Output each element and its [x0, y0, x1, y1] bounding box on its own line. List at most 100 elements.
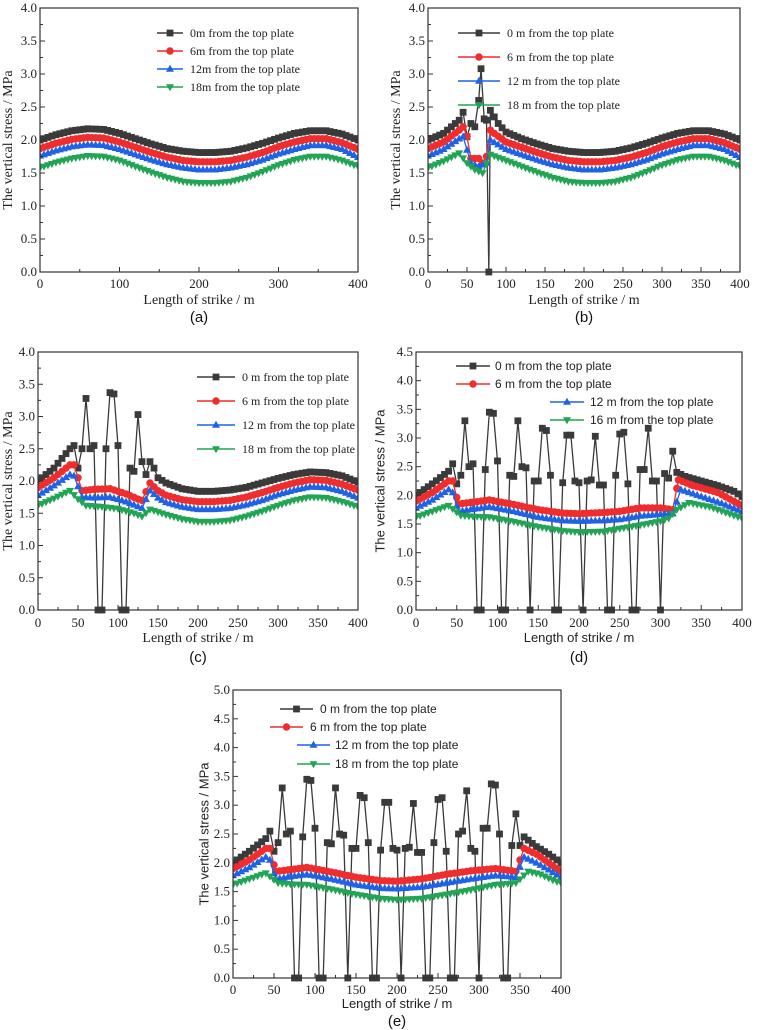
square-marker — [445, 467, 452, 475]
square-marker — [350, 135, 358, 142]
y-tick-label: 1.5 — [214, 884, 230, 899]
square-marker — [607, 148, 615, 155]
series-3 — [38, 487, 358, 526]
square-marker — [338, 130, 346, 138]
square-marker — [134, 411, 142, 418]
x-tick-label: 250 — [613, 276, 633, 291]
square-marker — [457, 471, 465, 479]
y-tick-label: 3.0 — [214, 797, 230, 812]
series-1 — [233, 844, 561, 885]
triangle-up-marker — [536, 860, 545, 868]
square-marker — [332, 784, 339, 792]
square-marker — [150, 464, 158, 472]
y-tick-label: 2.5 — [397, 459, 413, 474]
square-marker — [718, 483, 726, 491]
triangle-down-marker — [54, 493, 62, 501]
square-marker — [432, 477, 440, 485]
square-marker — [612, 471, 620, 479]
triangle-up-marker — [520, 852, 529, 860]
square-marker — [360, 794, 368, 802]
y-tick-label: 3.5 — [409, 33, 425, 48]
square-marker — [635, 142, 642, 150]
square-marker — [670, 131, 678, 138]
square-marker — [342, 132, 350, 139]
triangle-up-marker — [516, 862, 524, 870]
square-marker — [326, 128, 334, 135]
chart-panel-c: 0 50 100 150 200 250 300 350 400 0.0 0.5 1.0 1.5 2.0 2… — [1, 344, 368, 666]
triangle-up-marker — [738, 507, 742, 515]
square-marker — [697, 127, 705, 135]
square-marker — [428, 480, 436, 488]
x-tick-label: 100 — [305, 982, 325, 997]
square-marker — [222, 486, 230, 494]
square-marker — [154, 474, 162, 482]
square-marker — [212, 373, 220, 381]
square-marker — [82, 395, 90, 402]
square-marker — [714, 482, 721, 489]
square-marker — [405, 843, 413, 851]
y-tick-label: 2.0 — [19, 473, 35, 488]
triangle-up-marker — [552, 870, 561, 878]
square-marker — [455, 830, 462, 838]
square-marker — [420, 486, 428, 493]
square-marker — [219, 148, 227, 156]
triangle-up-marker — [724, 147, 733, 155]
square-marker — [631, 143, 639, 151]
series-1 — [38, 461, 358, 506]
square-marker — [114, 442, 122, 449]
square-marker — [338, 472, 346, 480]
square-marker — [529, 139, 537, 147]
square-marker — [469, 362, 477, 370]
square-marker — [163, 145, 171, 152]
square-marker — [166, 480, 174, 488]
triangle-up-marker — [261, 852, 270, 860]
square-marker — [681, 473, 689, 480]
x-tick-label: 400 — [348, 615, 368, 630]
circle-marker — [738, 501, 742, 510]
square-marker — [174, 483, 182, 491]
square-marker — [190, 487, 198, 495]
y-tick-label: 2.5 — [409, 99, 425, 114]
x-tick-label: 250 — [610, 615, 630, 630]
square-marker — [717, 129, 724, 137]
x-tick-label: 50 — [72, 615, 85, 630]
square-marker — [162, 479, 170, 487]
square-marker — [251, 142, 259, 150]
y-tick-label: 4.5 — [214, 711, 230, 726]
y-tick-label: 1.0 — [214, 912, 230, 927]
square-marker — [44, 133, 52, 141]
triangle-up-marker — [309, 740, 318, 748]
square-marker — [713, 129, 720, 136]
circle-marker — [448, 477, 457, 485]
square-marker — [693, 127, 701, 135]
circle-marker — [354, 145, 358, 153]
square-marker — [207, 149, 215, 156]
triangle-down-marker — [142, 510, 150, 518]
square-marker — [274, 475, 282, 482]
y-tick-label: 5.0 — [214, 682, 230, 697]
y-tick-label: 0.0 — [19, 602, 35, 617]
series-1 — [40, 133, 358, 166]
triangle-down-marker — [466, 163, 475, 171]
square-marker — [124, 132, 131, 140]
square-marker — [732, 135, 740, 142]
square-marker — [186, 486, 194, 494]
triangle-up-marker — [548, 868, 557, 876]
x-axis-title: Length of strike / m — [143, 293, 254, 308]
square-marker — [230, 485, 238, 493]
square-marker — [116, 130, 123, 137]
square-marker — [584, 149, 592, 156]
square-marker — [611, 147, 619, 155]
square-marker — [262, 478, 270, 486]
square-marker — [167, 145, 175, 153]
square-marker — [72, 126, 80, 134]
square-marker — [575, 479, 583, 487]
triangle-up-marker — [249, 860, 258, 868]
x-tick-label: 150 — [535, 276, 555, 291]
x-tick-label: 150 — [529, 615, 549, 630]
square-marker — [636, 466, 644, 473]
panel-caption: (d) — [570, 649, 588, 666]
square-marker — [198, 487, 206, 495]
square-marker — [553, 856, 561, 864]
square-marker — [287, 827, 294, 835]
